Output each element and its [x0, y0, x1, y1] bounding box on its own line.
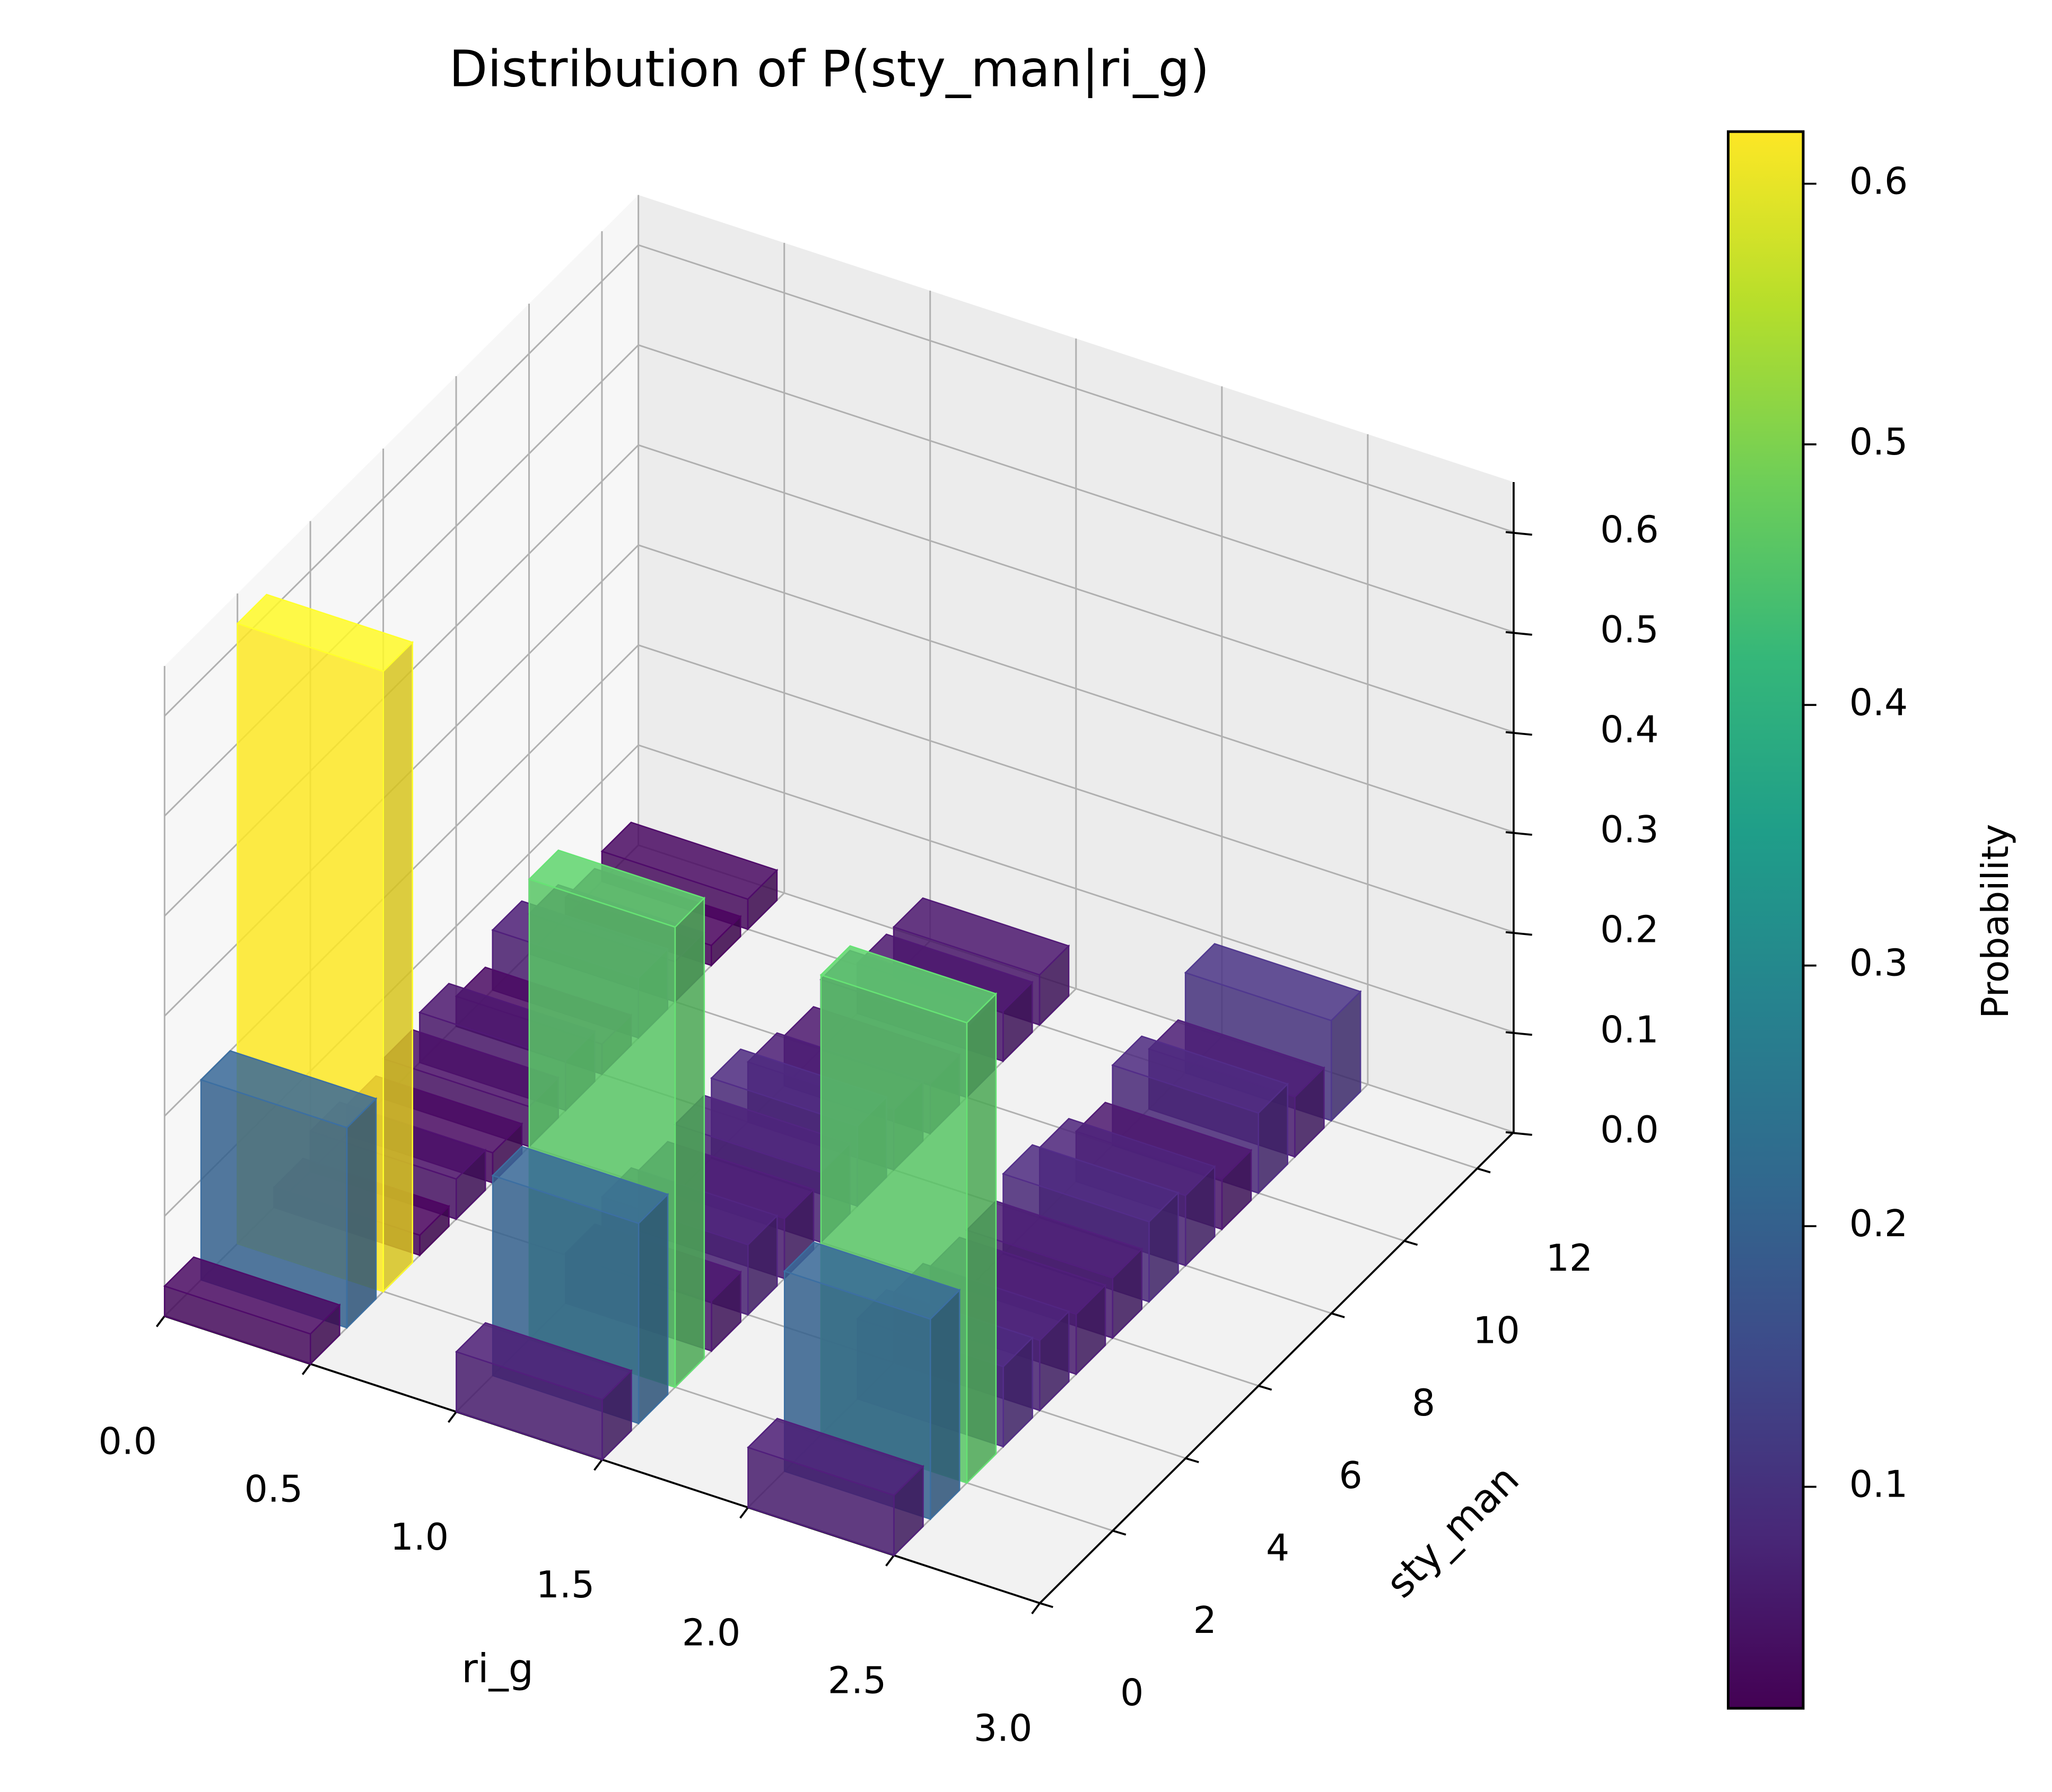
y-tick-label: 4 — [1266, 1527, 1289, 1569]
y-tick-label: 6 — [1339, 1455, 1363, 1497]
bar-side — [638, 1193, 669, 1425]
z-tick — [1505, 631, 1532, 636]
y-tick — [1477, 1167, 1491, 1174]
y-tick — [1185, 1457, 1199, 1463]
grid-line — [638, 844, 1514, 1133]
bar-top — [747, 1418, 924, 1496]
y-axis-label: sty_man — [1377, 1456, 1528, 1607]
grid-line — [638, 444, 1514, 733]
y-tick — [1404, 1240, 1418, 1246]
z-tick-label: 0.1 — [1600, 1009, 1658, 1051]
z-tick — [1505, 831, 1532, 836]
y-tick-label: 12 — [1546, 1237, 1593, 1280]
z-tick-label: 0.5 — [1600, 609, 1658, 651]
colorbar-tick-label: 0.3 — [1849, 942, 1908, 985]
grid-line — [638, 644, 1514, 933]
z-tick — [1505, 931, 1532, 936]
z-tick-label: 0.2 — [1600, 909, 1658, 951]
bar — [455, 1322, 633, 1462]
grid-line — [638, 244, 1514, 533]
x-tick — [301, 1363, 311, 1375]
y-tick-label: 0 — [1120, 1672, 1143, 1715]
z-tick — [1505, 531, 1532, 536]
bar-top — [1002, 1144, 1180, 1223]
bar-top — [1184, 943, 1362, 1021]
z-tick-label: 0.4 — [1600, 709, 1658, 751]
y-tick-label: 8 — [1412, 1382, 1435, 1424]
bar-side — [929, 1288, 960, 1521]
x-axis-label: ri_g — [461, 1646, 534, 1692]
y-tick — [1112, 1529, 1127, 1536]
y-tick-label: 10 — [1473, 1310, 1520, 1352]
y-tick — [1258, 1385, 1272, 1391]
x-tick — [739, 1507, 749, 1519]
bar-side — [674, 896, 705, 1389]
bar-top — [455, 1322, 633, 1401]
bar-top — [783, 1241, 961, 1320]
bar-side — [966, 992, 997, 1485]
colorbar-tick-label: 0.2 — [1849, 1203, 1908, 1245]
bar — [199, 1050, 378, 1330]
z-tick-label: 0.0 — [1600, 1109, 1658, 1151]
bar-top — [491, 1146, 669, 1225]
colorbar — [1726, 130, 1805, 1710]
x-tick — [155, 1315, 165, 1327]
grid-line — [638, 544, 1514, 833]
colorbar-tick-label: 0.1 — [1849, 1464, 1908, 1506]
x-tick-label: 2.0 — [682, 1612, 740, 1654]
bar-top — [163, 1256, 341, 1335]
bar-top — [1111, 1035, 1289, 1114]
x-tick — [885, 1554, 895, 1567]
bar-top — [892, 897, 1070, 976]
x-tick — [1031, 1602, 1041, 1614]
colorbar-label: Probability — [1975, 824, 2017, 1019]
y-tick — [1040, 1602, 1053, 1609]
bar-top — [819, 945, 998, 1024]
x-tick-label: 1.5 — [536, 1564, 595, 1606]
bar-top — [199, 1050, 378, 1129]
x-tick — [593, 1459, 603, 1471]
z-tick-label: 0.6 — [1600, 509, 1658, 551]
chart-title: Distribution of P(sty_man|ri_g) — [449, 40, 1210, 98]
z-tick-label: 0.3 — [1600, 809, 1658, 851]
grid-line — [638, 344, 1514, 633]
bar-side — [382, 641, 413, 1293]
grid-line — [638, 744, 1514, 1033]
colorbar-tick-label: 0.4 — [1849, 681, 1908, 724]
y-axis-line — [1039, 1131, 1515, 1604]
x-tick-label: 0.5 — [245, 1468, 303, 1511]
y-tick — [1331, 1312, 1345, 1318]
bar — [163, 1256, 341, 1366]
z-tick — [1505, 1031, 1532, 1036]
x-tick-label: 2.5 — [828, 1659, 886, 1702]
bar-side — [346, 1097, 377, 1330]
colorbar-tick-label: 0.6 — [1849, 160, 1908, 203]
y-tick-label: 2 — [1193, 1599, 1217, 1642]
x-tick-label: 3.0 — [974, 1708, 1032, 1750]
bar — [747, 1418, 924, 1557]
bar-top — [600, 821, 779, 900]
z-tick — [1505, 1131, 1532, 1136]
bar-top — [236, 593, 414, 672]
x-tick-label: 1.0 — [390, 1516, 449, 1559]
bar-top — [528, 849, 706, 928]
z-tick — [1505, 731, 1532, 736]
x-tick — [447, 1411, 457, 1423]
colorbar-tick-label: 0.5 — [1849, 421, 1908, 464]
x-tick-label: 0.0 — [99, 1420, 157, 1463]
